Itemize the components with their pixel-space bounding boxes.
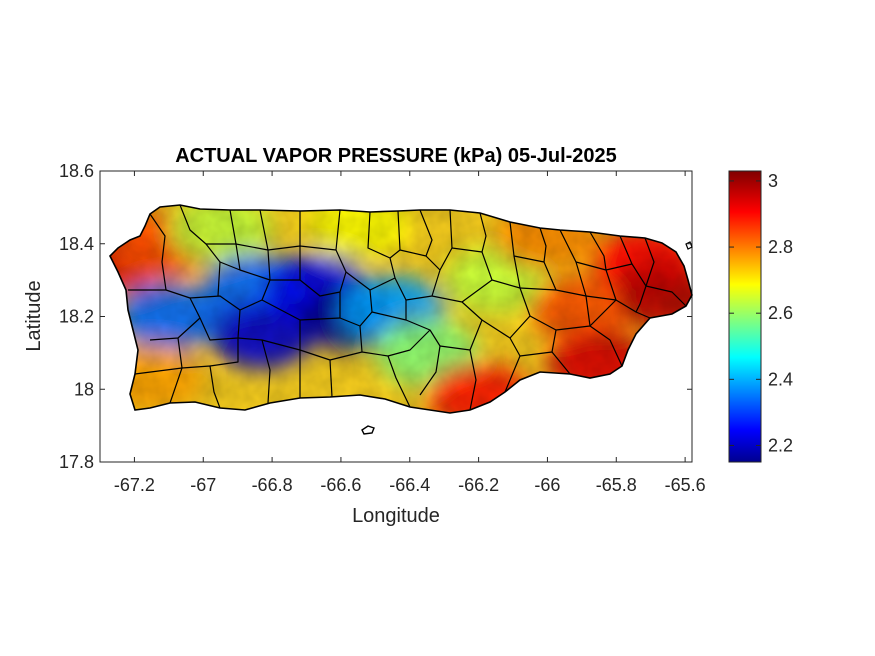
y-tick-label: 18.2 [59,307,94,327]
offshore-islet [685,241,693,250]
y-axis-label: Latitude [23,280,45,351]
x-tick-label: -66.4 [389,475,430,495]
x-axis-label: Longitude [352,505,440,527]
vapor-pressure-field [110,205,692,413]
y-tick-label: 18 [74,379,94,399]
x-tick-label: -66 [534,475,560,495]
x-tick-label: -66.8 [252,475,293,495]
y-tick-label: 18.4 [59,234,94,254]
colorbar-ticks: 2.2 2.4 2.6 2.8 3 [729,171,793,455]
x-axis: -67.2 -67 -66.8 -66.6 -66.4 -66.2 -66 -65.8 -65.… [114,171,706,495]
x-tick-label: -67 [190,475,216,495]
colorbar-tick-label: 3 [768,171,778,191]
chart-title: ACTUAL VAPOR PRESSURE (kPa) 05-Jul-2025 [175,145,617,167]
x-tick-label: -65.6 [665,475,706,495]
y-tick-label: 17.8 [59,452,94,472]
x-tick-label: -67.2 [114,475,155,495]
y-tick-label: 18.6 [59,161,94,181]
x-tick-label: -66.2 [458,475,499,495]
x-tick-label: -66.6 [320,475,361,495]
municipality-boundaries [128,205,687,411]
y-axis: 17.8 18 18.2 18.4 18.6 [59,161,692,472]
colorbar-tick-label: 2.4 [768,369,793,389]
offshore-islet [361,425,375,435]
colorbar-tick-label: 2.6 [768,303,793,323]
colorbar [728,170,762,463]
colorbar-tick-label: 2.8 [768,237,793,257]
x-tick-label: -65.8 [596,475,637,495]
colorbar-tick-label: 2.2 [768,435,793,455]
